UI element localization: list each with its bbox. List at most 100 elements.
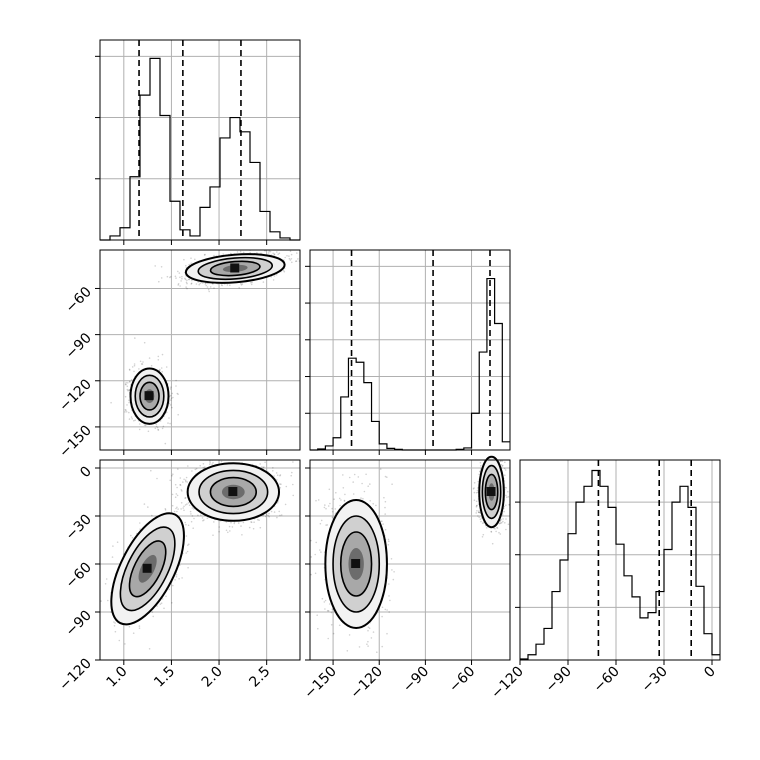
- scatter-point: [172, 473, 174, 476]
- scatter-point: [159, 368, 161, 371]
- scatter-point: [248, 458, 250, 460]
- scatter-point: [310, 556, 313, 558]
- scatter-point: [212, 462, 214, 464]
- scatter-point: [316, 614, 319, 616]
- scatter-point: [358, 646, 361, 648]
- scatter-point: [202, 463, 205, 465]
- scatter-point: [268, 515, 270, 518]
- scatter-point: [198, 283, 200, 286]
- scatter-point: [204, 283, 207, 285]
- scatter-point: [161, 598, 164, 600]
- scatter-point: [151, 514, 153, 517]
- scatter-point: [180, 508, 182, 510]
- scatter-point: [323, 601, 326, 603]
- scatter-point: [204, 253, 206, 256]
- scatter-point: [241, 534, 243, 536]
- scatter-point: [258, 519, 260, 521]
- scatter-point: [111, 556, 114, 558]
- scatter-point: [170, 386, 172, 389]
- scatter-point: [360, 497, 362, 499]
- scatter-point: [176, 458, 178, 460]
- scatter-point: [357, 476, 360, 478]
- scatter-point: [353, 473, 356, 476]
- scatter-point: [289, 259, 292, 261]
- scatter-point: [334, 508, 337, 510]
- scatter-point: [388, 595, 390, 597]
- scatter-point: [331, 507, 333, 510]
- scatter-point: [251, 281, 253, 284]
- scatter-point: [229, 284, 231, 287]
- scatter-point: [310, 573, 312, 576]
- scatter-point: [227, 531, 229, 534]
- scatter-point: [164, 509, 167, 511]
- scatter-point: [273, 254, 276, 256]
- scatter-point: [171, 406, 173, 409]
- scatter-point: [366, 643, 368, 645]
- scatter-point: [220, 460, 223, 463]
- scatter-point: [233, 522, 236, 525]
- scatter-point: [209, 286, 212, 288]
- scatter-point: [155, 423, 158, 426]
- scatter-point: [203, 519, 205, 521]
- scatter-point: [180, 502, 183, 504]
- scatter-point: [328, 488, 331, 491]
- scatter-point: [131, 418, 133, 420]
- scatter-point: [162, 425, 165, 428]
- scatter-point: [384, 500, 387, 503]
- scatter-point: [165, 595, 167, 598]
- scatter-point: [389, 599, 391, 602]
- scatter-point: [171, 392, 174, 395]
- scatter-point: [229, 530, 231, 532]
- scatter-point: [107, 599, 109, 602]
- scatter-point: [264, 461, 266, 464]
- scatter-point: [207, 288, 210, 291]
- scatter-point: [268, 512, 270, 515]
- scatter-point: [105, 578, 108, 580]
- scatter-point: [348, 634, 351, 636]
- scatter-point: [128, 389, 130, 391]
- scatter-point: [289, 250, 292, 253]
- scatter-point: [186, 550, 189, 553]
- scatter-point: [147, 506, 149, 508]
- scatter-point: [384, 528, 387, 531]
- scatter-point: [114, 622, 116, 624]
- scatter-point: [193, 508, 195, 510]
- scatter-point: [282, 269, 285, 272]
- scatter-point: [320, 551, 322, 553]
- scatter-point: [273, 253, 276, 255]
- scatter-point: [160, 602, 163, 604]
- scatter-point: [138, 423, 141, 425]
- scatter-point: [128, 368, 131, 371]
- scatter-point: [193, 517, 195, 520]
- scatter-point: [325, 524, 327, 526]
- scatter-point: [202, 466, 205, 469]
- scatter-point: [234, 458, 236, 460]
- scatter-point: [124, 643, 126, 645]
- scatter-point: [185, 476, 188, 479]
- scatter-point: [253, 521, 255, 523]
- scatter-point: [151, 611, 154, 613]
- scatter-point: [208, 290, 210, 293]
- scatter-point: [238, 287, 240, 289]
- scatter-point: [171, 474, 173, 477]
- scatter-point: [187, 278, 190, 281]
- scatter-point: [256, 457, 258, 459]
- scatter-point: [330, 611, 333, 614]
- scatter-point: [187, 502, 190, 504]
- scatter-point: [392, 578, 395, 581]
- scatter-point: [324, 599, 327, 602]
- scatter-point: [125, 411, 128, 413]
- scatter-point: [181, 490, 183, 492]
- scatter-point: [346, 650, 349, 652]
- scatter-point: [184, 479, 187, 482]
- scatter-point: [320, 519, 323, 522]
- scatter-point: [242, 454, 244, 456]
- scatter-point: [160, 277, 163, 279]
- scatter-point: [218, 530, 220, 533]
- scatter-point: [176, 494, 179, 497]
- scatter-point: [372, 503, 375, 505]
- scatter-point: [393, 571, 395, 573]
- scatter-point: [157, 428, 159, 431]
- scatter-point: [184, 278, 187, 281]
- scatter-point: [174, 483, 177, 486]
